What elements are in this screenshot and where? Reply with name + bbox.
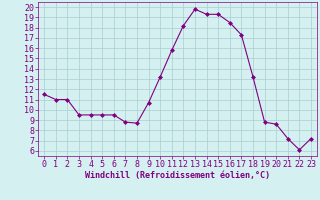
X-axis label: Windchill (Refroidissement éolien,°C): Windchill (Refroidissement éolien,°C) xyxy=(85,171,270,180)
